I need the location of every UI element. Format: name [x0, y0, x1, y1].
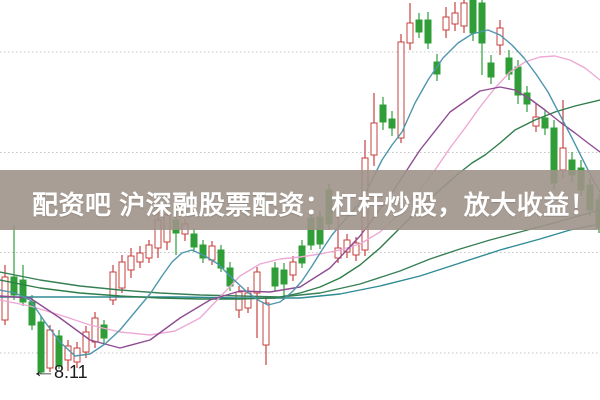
- left-arrow-icon: ←: [30, 361, 57, 382]
- low-price-value: 8.11: [54, 362, 88, 382]
- promo-banner-text: 配资吧 沪深融股票配资：杠杆炒股，放大收益！: [32, 189, 597, 220]
- low-price-annotation: ← 8.11: [30, 361, 88, 383]
- promo-banner: 配资吧 沪深融股票配资：杠杆炒股，放大收益！: [0, 170, 600, 230]
